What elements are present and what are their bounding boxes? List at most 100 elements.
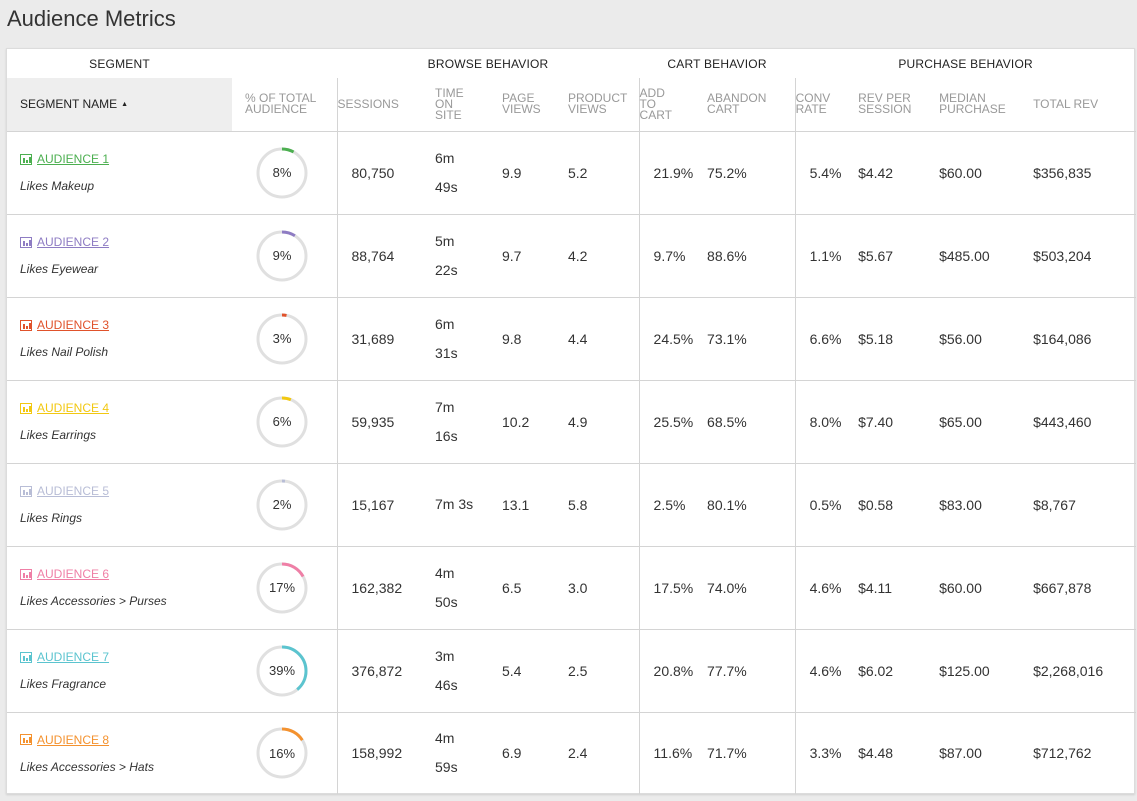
table-body: AUDIENCE 1 Likes Makeup 8% 80,750 6m 49s … (7, 131, 1137, 794)
time-on-site-part: 50s (435, 593, 458, 610)
time-on-site-part: 5m (435, 232, 455, 249)
sessions-cell: 31,689 (336, 297, 435, 381)
segment-name[interactable]: AUDIENCE 7 (37, 650, 110, 664)
conv-rate-cell: 0.5% (794, 463, 859, 547)
time-on-site-cell: 7m 3s (435, 463, 502, 547)
pct-total-audience-cell: 17% (232, 546, 337, 630)
audience-share-donut: 6% (255, 395, 309, 449)
group-header-row: SEGMENT BROWSE BEHAVIOR CART BEHAVIOR PU… (7, 49, 1136, 78)
sessions-cell: 59,935 (336, 380, 435, 464)
segment-link[interactable]: AUDIENCE 8 (20, 733, 232, 747)
segment-link[interactable]: AUDIENCE 2 (20, 235, 232, 249)
conv-rate-cell: 4.6% (794, 629, 859, 713)
segment-link[interactable]: AUDIENCE 7 (20, 650, 232, 664)
abandon-cart-cell: 68.5% (707, 380, 796, 464)
column-header-sessions[interactable]: SESSIONS (336, 78, 435, 132)
segment-link[interactable]: AUDIENCE 4 (20, 401, 232, 415)
segment-name[interactable]: AUDIENCE 8 (37, 732, 110, 747)
column-header-label: AUDIENCE (245, 102, 308, 117)
page-views-cell: 13.1 (502, 463, 568, 547)
product-views-cell: 4.4 (568, 297, 640, 381)
segment-description: Likes Rings (20, 511, 83, 525)
pct-total-audience-cell: 8% (232, 131, 337, 215)
column-header-product-views[interactable]: PRODUCT VIEWS (568, 78, 640, 132)
bar-chart-icon (20, 651, 32, 663)
column-header-page-views[interactable]: PAGE VIEWS (502, 78, 568, 132)
page-views-cell: 6.5 (502, 546, 568, 630)
rev-per-session-cell: $6.02 (858, 629, 940, 713)
rev-per-session-cell: $5.67 (858, 214, 940, 298)
column-header-label: PURCHASE (939, 102, 1006, 117)
pct-total-audience-cell: 39% (232, 629, 337, 713)
time-on-site-part: 3m (435, 647, 455, 664)
segment-description: Likes Nail Polish (20, 345, 109, 359)
segment-cell: AUDIENCE 3 Likes Nail Polish (7, 297, 232, 381)
add-to-cart-cell: 25.5% (638, 380, 708, 464)
add-to-cart-cell: 17.5% (638, 546, 708, 630)
segment-link[interactable]: AUDIENCE 3 (20, 318, 232, 332)
column-header-time-on-site[interactable]: TIME ON SITE (435, 78, 502, 132)
table-row: AUDIENCE 7 Likes Fragrance 39% 376,872 3… (7, 629, 1137, 713)
audience-share-label: 17% (268, 580, 296, 595)
total-rev-cell: $712,762 (1033, 745, 1092, 762)
bar-chart-icon (20, 319, 32, 331)
audience-metrics-table-card: SEGMENT BROWSE BEHAVIOR CART BEHAVIOR PU… (6, 48, 1137, 794)
conv-rate-cell: 5.4% (794, 131, 859, 215)
segment-name[interactable]: AUDIENCE 1 (37, 152, 110, 166)
rev-per-session-cell: $4.11 (858, 546, 940, 630)
time-on-site-cell: 6m 31s (435, 297, 502, 381)
audience-share-donut: 2% (255, 478, 309, 532)
column-header-conv-rate[interactable]: CONV RATE (794, 78, 859, 132)
segment-name[interactable]: AUDIENCE 3 (37, 318, 110, 332)
page-views-cell: 9.9 (502, 131, 568, 215)
segment-description: Likes Makeup (20, 179, 95, 193)
time-on-site-part: 4m (435, 564, 455, 581)
audience-share-label: 16% (268, 745, 296, 761)
segment-cell: AUDIENCE 1 Likes Makeup (7, 131, 232, 215)
segment-link[interactable]: AUDIENCE 1 (20, 152, 232, 166)
column-header-add-to-cart[interactable]: ADD TO CART (638, 78, 708, 132)
segment-cell: AUDIENCE 8 Likes Accessories > Hats (7, 712, 232, 794)
segment-name[interactable]: AUDIENCE 5 (37, 484, 110, 498)
donut-arc (256, 230, 308, 281)
segment-cell: AUDIENCE 5 Likes Rings (7, 463, 232, 547)
donut-arc (256, 147, 308, 198)
group-purchase-behavior: PURCHASE BEHAVIOR (898, 56, 1033, 71)
sessions-cell: 80,750 (336, 131, 435, 215)
group-cart-behavior: CART BEHAVIOR (667, 56, 767, 71)
column-header-label: CART (639, 107, 672, 122)
donut-arc (256, 396, 308, 447)
median-purchase-cell: $65.00 (939, 380, 1034, 464)
sort-ascending-icon[interactable]: ▲ (121, 100, 129, 108)
page-views-cell: 9.7 (502, 214, 568, 298)
column-header-pct-total-audience[interactable]: % OF TOTAL AUDIENCE (232, 78, 337, 132)
segment-name[interactable]: AUDIENCE 6 (37, 567, 110, 581)
page-views-cell: 5.4 (502, 629, 568, 713)
time-on-site-part: 4m (435, 730, 455, 747)
add-to-cart-cell: 9.7% (638, 214, 708, 298)
segment-link[interactable]: AUDIENCE 6 (20, 567, 232, 581)
segment-name[interactable]: AUDIENCE 4 (37, 401, 110, 415)
column-header-segment-name[interactable]: SEGMENT NAME ▲ (7, 78, 232, 132)
segment-description: Likes Accessories > Hats (20, 759, 154, 774)
time-on-site-part: 46s (435, 676, 458, 693)
column-header-label: SESSION (858, 102, 912, 117)
rev-per-session-cell: $4.48 (858, 745, 894, 762)
column-header-abandon-cart[interactable]: ABANDON CART (707, 78, 796, 132)
segment-name[interactable]: AUDIENCE 2 (37, 235, 110, 249)
column-header-median-purchase[interactable]: MEDIAN PURCHASE (939, 78, 1034, 132)
total-rev-cell: $164,086 (1033, 297, 1137, 381)
column-header-rev-per-session[interactable]: REV PER SESSION (858, 78, 940, 132)
column-header-label: RATE (795, 102, 827, 117)
product-views-cell: 5.2 (568, 131, 640, 215)
total-rev-cell: $503,204 (1033, 214, 1137, 298)
column-header-label: ABANDON (707, 91, 767, 106)
abandon-cart-cell: 74.0% (707, 546, 796, 630)
donut-arc (256, 727, 308, 779)
segment-link[interactable]: AUDIENCE 5 (20, 484, 232, 498)
time-on-site-part: 16s (435, 427, 458, 444)
time-on-site-part: 6m (435, 149, 455, 166)
abandon-cart-cell: 75.2% (707, 131, 796, 215)
table-row: AUDIENCE 3 Likes Nail Polish 3% 31,689 6… (7, 297, 1137, 381)
column-header-total-rev[interactable]: TOTAL REV (1033, 78, 1137, 132)
